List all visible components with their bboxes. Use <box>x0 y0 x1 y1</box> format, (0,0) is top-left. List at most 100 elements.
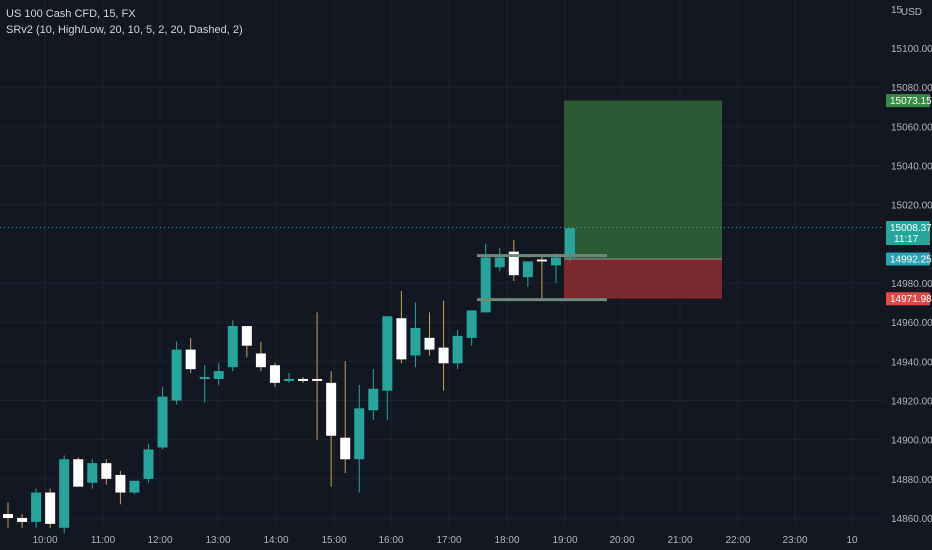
candle-body <box>298 378 309 381</box>
y-tick-label: 14900.00 <box>891 436 932 447</box>
candle <box>410 302 421 368</box>
candle <box>522 261 533 287</box>
candle-body <box>31 492 42 522</box>
candle-body <box>340 437 351 460</box>
x-tick-label: 10:00 <box>32 535 57 546</box>
current-price-badge-bg <box>886 220 930 245</box>
candle <box>508 239 519 282</box>
candle-body <box>87 463 98 483</box>
candle-body <box>185 349 196 370</box>
candle-body <box>438 347 449 364</box>
candle-body <box>284 378 294 381</box>
currency-label[interactable]: USD <box>900 7 922 18</box>
candle-body <box>241 326 252 346</box>
candle <box>340 361 351 473</box>
candle <box>185 337 196 374</box>
candle <box>129 480 140 495</box>
candle-body <box>269 365 280 383</box>
y-tick-label: 14960.00 <box>891 318 932 329</box>
chart-legend: US 100 Cash CFD, 15, FX SRv2 (10, High/L… <box>6 6 243 38</box>
candle <box>255 341 266 372</box>
candle <box>452 330 463 370</box>
candle <box>438 300 449 391</box>
stop-loss-badge-bg <box>886 292 930 306</box>
entry-badge: 14992.25 <box>886 252 932 266</box>
candle <box>396 290 407 364</box>
position-zones[interactable] <box>564 100 722 299</box>
candle-body <box>396 318 407 360</box>
candle <box>354 384 365 493</box>
y-tick-label: 15060.00 <box>891 122 932 133</box>
candlestick-series <box>3 228 575 534</box>
candle <box>45 488 56 528</box>
candle-body <box>199 377 210 379</box>
candle <box>213 363 224 385</box>
x-tick-label: 17:00 <box>436 535 461 546</box>
candle-body <box>17 518 28 522</box>
price-axis[interactable]: 15 15100.00 15080.00 15060.00 15040.00 15020.… <box>891 5 932 525</box>
candle-body <box>424 337 435 350</box>
candle-body <box>466 310 477 338</box>
y-tick-label: 15040.00 <box>891 162 932 173</box>
x-tick-label: 14:00 <box>263 535 288 546</box>
candle-body <box>73 459 84 487</box>
take-profit-badge-text: 15073.15 <box>890 96 932 107</box>
candle-body <box>3 514 13 518</box>
y-tick-label: 14920.00 <box>891 397 932 408</box>
entry-badge-text: 14992.25 <box>890 255 932 266</box>
stop-loss-badge: 14971.98 <box>886 292 932 306</box>
candle-body <box>45 492 56 524</box>
candle-body <box>522 261 533 278</box>
resistance-level <box>477 254 607 258</box>
candle-body <box>368 388 379 411</box>
x-tick-label: 11:00 <box>91 535 116 546</box>
candle-body <box>382 316 393 391</box>
candle <box>143 443 154 483</box>
indicator-title[interactable]: SRv2 (10, High/Low, 20, 10, 5, 2, 20, Da… <box>6 24 243 36</box>
candle <box>382 316 393 421</box>
candle <box>157 386 168 450</box>
x-tick-label: 10 <box>846 535 858 546</box>
candle-body <box>536 259 547 262</box>
y-tick-label: 14940.00 <box>891 357 932 368</box>
candle-body <box>410 328 421 356</box>
candle-body <box>326 382 337 436</box>
support-level <box>477 298 607 302</box>
current-price-badge-countdown: 11:17 <box>894 234 919 245</box>
candle <box>87 459 98 489</box>
x-tick-label: 15:00 <box>321 535 346 546</box>
candle-body <box>129 480 140 493</box>
candle <box>466 310 477 346</box>
symbol-title[interactable]: US 100 Cash CFD, 15, FX <box>6 8 136 20</box>
candle-body <box>59 459 70 528</box>
current-price-badge-text: 15008.37 <box>890 223 932 234</box>
candle <box>227 320 238 372</box>
candle <box>312 312 323 440</box>
candle-body <box>565 228 575 258</box>
candle <box>241 326 252 358</box>
x-tick-label: 19:00 <box>552 535 577 546</box>
candle-body <box>115 474 126 493</box>
candle <box>269 363 280 387</box>
support-resistance-levels <box>477 254 607 302</box>
candle-body <box>255 353 266 368</box>
candle-body <box>312 378 323 381</box>
candle-body <box>157 396 168 448</box>
candle-body <box>227 326 238 368</box>
x-tick-label: 23:00 <box>782 535 807 546</box>
y-tick-label: 14980.00 <box>891 279 932 290</box>
take-profit-zone[interactable] <box>564 100 722 260</box>
x-tick-label: 22:00 <box>725 535 750 546</box>
candle-body <box>494 257 505 268</box>
stop-loss-zone[interactable] <box>564 259 722 299</box>
candle <box>368 369 379 421</box>
time-axis[interactable]: 10:00 11:00 12:00 13:00 14:00 15:00 16:00 17:00… <box>32 535 858 546</box>
candle <box>3 502 13 528</box>
candle-body <box>480 257 491 313</box>
candle <box>17 514 28 528</box>
candle <box>424 312 435 356</box>
y-tick-label: 15 <box>891 5 903 16</box>
x-tick-label: 18:00 <box>494 535 519 546</box>
